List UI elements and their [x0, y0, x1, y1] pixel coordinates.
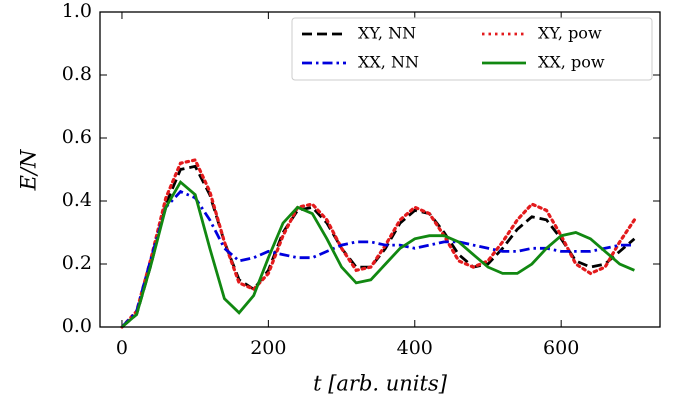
series-line [120, 189, 635, 328]
legend-label: XY, NN [358, 24, 416, 43]
y-tick-label: 0.8 [62, 63, 92, 85]
x-tick-label: 400 [397, 337, 433, 359]
x-axis-label: t [arb. units] [313, 372, 448, 396]
series-line [121, 164, 636, 329]
legend-label: XY, pow [538, 24, 602, 43]
plot-frame [99, 11, 661, 328]
x-tick-label: 200 [250, 337, 286, 359]
series-line [120, 158, 636, 329]
y-tick-label: 1.0 [62, 0, 92, 22]
series-line [121, 179, 635, 329]
x-tick-label: 600 [543, 337, 579, 359]
legend-label: XX, pow [538, 53, 605, 72]
y-tick-label: 0.0 [62, 315, 92, 337]
x-tick-label: 0 [116, 337, 128, 359]
legend-box [291, 17, 653, 81]
legend: XY, NN XY, pow XX, NN XX, pow [291, 17, 653, 81]
y-tick-label: 0.4 [62, 189, 92, 211]
y-tick-label: 0.2 [62, 252, 92, 274]
y-axis-label: E/N [17, 149, 41, 191]
legend-label: XX, NN [358, 53, 419, 72]
y-tick-label: 0.6 [62, 126, 92, 148]
